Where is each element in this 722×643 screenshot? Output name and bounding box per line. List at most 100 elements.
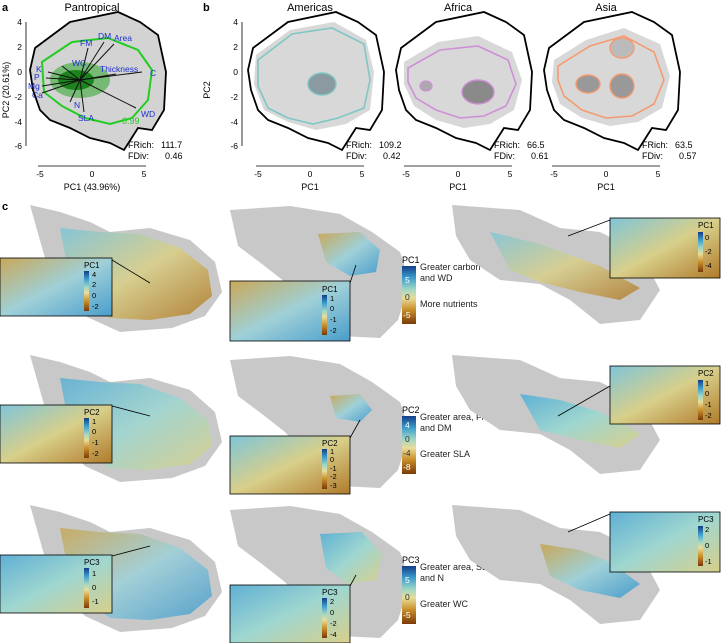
region-density-core-secondary [419, 80, 433, 92]
legend-tick-label: 0 [405, 434, 410, 444]
colorbar-tick-label: 2 [92, 280, 96, 289]
x-tick-label: 5 [360, 169, 365, 179]
legend-tick-label: 0 [405, 292, 410, 302]
trait-label: N [74, 100, 80, 110]
colorbar-tick-label: 0 [330, 455, 334, 464]
inset-americas-ticks: 1 0 -1 -2 [92, 417, 99, 458]
inset-americas-title: PC1 [84, 261, 100, 270]
panel-a-xlabel: PC1 (43.96%) [64, 182, 121, 192]
colorbar-tick-label: -2 [705, 411, 712, 420]
legend-colorbar [402, 416, 416, 474]
legend-ticks: 5 0 -5 [403, 575, 411, 620]
inset-asia-title: PC2 [698, 369, 714, 378]
panel-a-fdiv-label: FDiv: [128, 151, 149, 161]
colorbar-tick-label: 1 [330, 294, 334, 303]
y-tick-label: -4 [14, 117, 22, 127]
trait-label: SLA [78, 113, 94, 123]
region-fdiv-label: FDiv: [642, 151, 663, 161]
y-tick-label: 2 [17, 42, 22, 52]
panel-a-fdiv-value: 0.46 [165, 151, 183, 161]
legend-bottom-text: Greater SLA [420, 449, 471, 459]
legend-ticks: 5 0 -5 [403, 275, 411, 320]
region-contour [257, 27, 371, 125]
colorbar-tick-label: 1 [330, 447, 334, 456]
colorbar-tick-label: 0 [330, 304, 334, 313]
region-frich-label: FRich: [346, 140, 372, 150]
panel-b-ylabel: PC2 [202, 81, 212, 99]
colorbar-tick-label: -2 [705, 247, 712, 256]
inset-africa-colorbar [322, 295, 327, 335]
trait-label: C [150, 68, 156, 78]
inset-americas-title: PC3 [84, 558, 100, 567]
legend-bottom-text: More nutrients [420, 299, 478, 309]
region-fdiv-value: 0.57 [679, 151, 697, 161]
x-tick-label: -5 [402, 169, 410, 179]
legend-tick-label: 5 [405, 275, 410, 285]
panel-a: a Pantropical DM Area FM WC [1, 2, 183, 192]
legend-bottom-text-box: Greater SLA [420, 449, 471, 459]
x-tick-label: -5 [550, 169, 558, 179]
inset-americas-leader [111, 405, 151, 417]
colorbar-tick-label: 2 [330, 597, 334, 606]
region-contour [557, 35, 665, 119]
region-plot-americas: Americas FRich: 109.2 FDiv: 0.42 -5 0 5 … [247, 2, 402, 192]
panel-a-contour [40, 36, 154, 126]
trait-label: Area [114, 33, 132, 43]
x-tick-label: 0 [308, 169, 313, 179]
map-africa-data [318, 232, 380, 276]
trait-label: Ca [32, 90, 43, 100]
colorbar-tick-label: -1 [330, 464, 337, 473]
map-asia-data [540, 544, 640, 598]
region-fdiv-value: 0.61 [531, 151, 549, 161]
trait-label: WD [141, 109, 155, 119]
inset-asia-title: PC1 [698, 221, 714, 230]
legend-title: PC2 [402, 405, 420, 415]
colorbar-tick-label: 0 [92, 427, 96, 436]
legend-ticks: 4 0 -4 -8 [403, 420, 411, 472]
colorbar-tick-label: -1 [330, 315, 337, 324]
inset-americas-title: PC2 [84, 408, 100, 417]
region-frich-value: 109.2 [379, 140, 402, 150]
panel-c: c PC1 4 2 0 -2 PC1 1 0 [0, 201, 721, 643]
inset-africa [229, 584, 351, 643]
region-frich-value: 66.5 [527, 140, 545, 150]
inset-africa-leader [349, 574, 357, 587]
region-density-core-tertiary [609, 73, 635, 99]
colorbar-tick-label: -1 [705, 557, 712, 566]
region-density-core [461, 79, 495, 105]
inset-asia-ticks: 0 -2 -4 [705, 233, 712, 270]
y-tick-label: 4 [233, 17, 238, 27]
panel-a-arrows [41, 41, 143, 113]
legend-top-text: Greater area, FM and DM [420, 412, 490, 433]
panel-b-yticks: 4 2 0 -2 -4 -6 [230, 17, 238, 151]
x-tick-label: 5 [508, 169, 513, 179]
panel-letter-b: b [203, 2, 210, 14]
inset-asia-leader [557, 385, 611, 417]
legend-colorbar [402, 266, 416, 324]
inset-asia-colorbar [698, 380, 703, 420]
inset-americas-leader [111, 259, 151, 284]
colorbar-tick-label: 1 [92, 417, 96, 426]
x-tick-label: 0 [456, 169, 461, 179]
x-tick-label: -5 [36, 169, 44, 179]
panel-letter-c: c [2, 201, 8, 213]
inset-americas-ticks: 1 0 -1 [92, 569, 99, 606]
inset-africa-title: PC1 [322, 285, 338, 294]
x-tick-label: 5 [142, 169, 147, 179]
inset-asia-title: PC3 [698, 515, 714, 524]
inset-africa-ticks: 2 0 -2 -4 [330, 597, 337, 639]
legend-bottom-text-box: Greater WC [420, 599, 468, 609]
x-tick-label: 0 [604, 169, 609, 179]
panel-a-xticks: -5 0 5 [36, 169, 146, 179]
x-tick-label: 5 [656, 169, 661, 179]
region-frich-value: 63.5 [675, 140, 693, 150]
inset-americas [0, 554, 113, 614]
colorbar-tick-label: 2 [705, 525, 709, 534]
panel-a-trait-labels: DM Area FM WC K P Mg Ca Thickness C N SL… [28, 31, 156, 123]
inset-americas [0, 404, 113, 464]
region-xticks: -5 0 5 [550, 169, 660, 179]
region-density-area [552, 28, 670, 126]
legend-tick-label: -4 [403, 448, 411, 458]
region-frich-label: FRich: [494, 140, 520, 150]
inset-asia-colorbar [698, 232, 703, 272]
